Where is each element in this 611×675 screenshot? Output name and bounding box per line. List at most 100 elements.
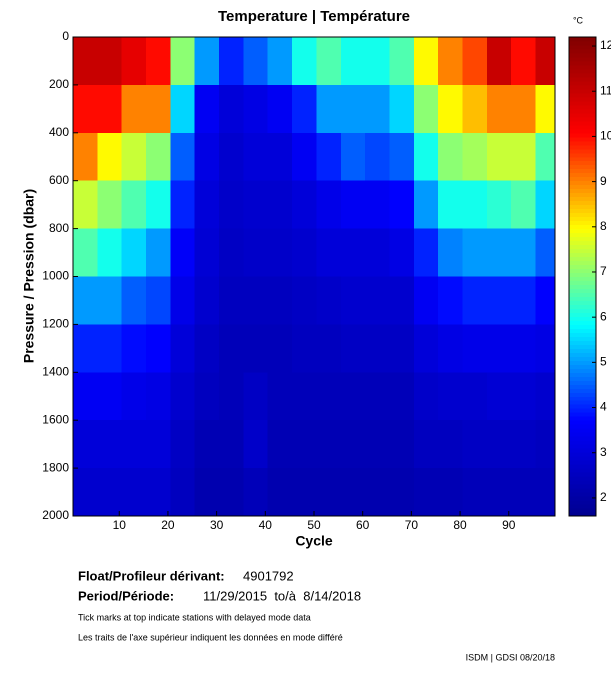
- colorbar-swatch: [569, 160, 596, 166]
- heat-cell: [267, 468, 293, 517]
- colorbar-swatch: [569, 428, 596, 433]
- heat-cell: [535, 468, 556, 517]
- colorbar-swatch: [569, 37, 596, 42]
- heat-cell: [146, 324, 171, 373]
- y-tick-label: 400: [49, 125, 69, 139]
- colorbar-swatch: [569, 376, 596, 381]
- heat-cell: [511, 372, 537, 421]
- heat-cell: [535, 228, 556, 277]
- heat-cell: [73, 372, 98, 421]
- heat-cell: [486, 324, 512, 373]
- heat-cell: [316, 228, 342, 277]
- colorbar-swatch: [569, 244, 596, 250]
- x-tick-label: 80: [453, 518, 467, 532]
- heat-cell: [292, 228, 317, 277]
- heat-cell: [170, 276, 196, 325]
- colorbar-swatch: [569, 104, 596, 110]
- colorbar-swatch: [569, 172, 596, 178]
- heat-cell: [243, 372, 269, 421]
- heat-cell: [365, 37, 390, 86]
- colorbar-swatch: [569, 448, 596, 453]
- heat-cell: [121, 84, 147, 134]
- colorbar-tick-label: 2: [600, 490, 607, 504]
- colorbar-swatch: [569, 384, 596, 389]
- y-tick-label: 600: [49, 173, 69, 187]
- float-label: Float/Profileur dérivant:: [78, 568, 225, 583]
- colorbar-swatch: [569, 492, 596, 497]
- heat-cell: [486, 228, 512, 277]
- heat-cell: [146, 180, 171, 230]
- credit: ISDM | GDSI 08/20/18: [466, 652, 555, 662]
- colorbar-swatch: [569, 348, 596, 353]
- heat-cell: [511, 468, 537, 517]
- colorbar-swatch: [569, 40, 596, 46]
- colorbar-swatch: [569, 144, 596, 150]
- x-tick-label: 40: [259, 518, 273, 532]
- colorbar-swatch: [569, 372, 596, 377]
- colorbar-swatch: [569, 292, 596, 297]
- heat-cell: [97, 276, 123, 325]
- colorbar-swatch: [569, 264, 596, 270]
- heat-cell: [389, 37, 415, 86]
- colorbar-swatch: [569, 192, 596, 198]
- colorbar-swatch: [569, 232, 596, 238]
- heat-cell: [194, 468, 220, 517]
- heat-cell: [389, 132, 415, 182]
- colorbar-swatch: [569, 96, 596, 102]
- heat-cell: [194, 420, 220, 469]
- heat-cell: [243, 420, 269, 469]
- colorbar-swatch: [569, 188, 596, 194]
- colorbar-swatch: [569, 220, 596, 226]
- colorbar-swatch: [569, 500, 596, 505]
- heat-cell: [413, 324, 439, 373]
- colorbar-swatch: [569, 108, 596, 114]
- heat-cell: [365, 324, 390, 373]
- colorbar-swatch: [569, 228, 596, 234]
- colorbar-tick-label: 5: [600, 355, 607, 369]
- heat-cell: [413, 468, 439, 517]
- heat-cell: [365, 84, 390, 134]
- y-tick-label: 200: [49, 77, 69, 91]
- colorbar-frame: [568, 36, 597, 517]
- colorbar-swatch: [569, 436, 596, 441]
- heat-cell: [267, 84, 293, 134]
- heat-cell: [316, 84, 342, 134]
- heat-cell: [511, 228, 537, 277]
- y-tick-label: 1000: [42, 269, 69, 283]
- heat-cell: [194, 276, 220, 325]
- heat-cell: [438, 420, 463, 469]
- colorbar-swatch: [569, 204, 596, 210]
- colorbar-swatch: [569, 72, 596, 78]
- colorbar-swatch: [569, 196, 596, 202]
- x-tick-label: 10: [113, 518, 127, 532]
- float-id: 4901792: [243, 568, 294, 583]
- colorbar-swatch: [569, 444, 596, 449]
- heat-cell: [194, 372, 220, 421]
- colorbar-swatch: [569, 116, 596, 122]
- heat-cell: [340, 276, 366, 325]
- heat-cell: [73, 37, 98, 86]
- heat-cell: [462, 324, 488, 373]
- colorbar-swatch: [569, 128, 596, 134]
- colorbar-swatch: [569, 268, 596, 274]
- heat-cell: [389, 228, 415, 277]
- heat-cell: [121, 372, 147, 421]
- heat-cell: [486, 132, 512, 182]
- colorbar-swatch: [569, 416, 596, 421]
- colorbar-tick-label: 9: [600, 174, 607, 188]
- heat-cell: [365, 372, 390, 421]
- heat-cell: [194, 84, 220, 134]
- heat-cell: [316, 468, 342, 517]
- heat-cell: [170, 37, 196, 86]
- colorbar-swatch: [569, 256, 596, 262]
- x-axis-label: Cycle: [295, 533, 333, 549]
- heat-cell: [511, 84, 537, 134]
- colorbar-swatch: [569, 464, 596, 469]
- colorbar-swatch: [569, 316, 596, 321]
- colorbar-swatch: [569, 484, 596, 489]
- heat-cell: [267, 228, 293, 277]
- colorbar-swatch: [569, 456, 596, 461]
- heat-cell: [146, 420, 171, 469]
- heat-cell: [486, 180, 512, 230]
- heat-cell: [170, 420, 196, 469]
